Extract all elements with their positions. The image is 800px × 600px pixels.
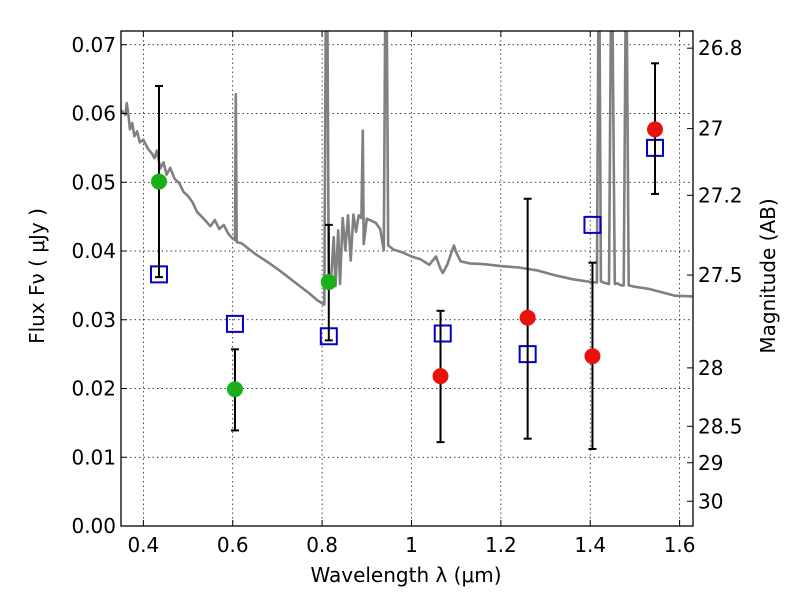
x-axis-label: Wavelength λ (μm) (310, 563, 501, 587)
y-tick-label: 0.07 (71, 33, 116, 57)
grid-lines (121, 31, 693, 526)
right-tick-label: 28 (698, 356, 723, 380)
y-axis-label: Flux Fν ( μJy ) (25, 208, 49, 344)
observed-flux-point (432, 368, 449, 385)
model-photometry-square (583, 215, 602, 234)
x-tick-label: 1.6 (664, 533, 696, 557)
x-tick-label: 1 (405, 533, 418, 557)
y-axis-right-label: Magnitude (AB) (756, 198, 780, 353)
observed-flux-point (150, 173, 167, 190)
right-tick-label: 27 (698, 117, 723, 141)
right-tick-label: 26.8 (698, 36, 743, 60)
observed-flux-point (584, 348, 601, 365)
y-tick-label: 0.04 (71, 239, 116, 263)
y-tick-label: 0.01 (71, 445, 116, 469)
x-tick-label: 0.6 (217, 533, 249, 557)
y-tick-label: 0.03 (71, 308, 116, 332)
y-tick-label: 0.05 (71, 170, 116, 194)
plot-area (121, 31, 693, 450)
x-tick-label: 0.8 (306, 533, 338, 557)
x-tick-label: 0.4 (127, 533, 159, 557)
observed-flux-point (320, 273, 337, 290)
y-tick-label: 0.00 (71, 514, 116, 538)
observed-flux-point (519, 309, 536, 326)
x-tick-label: 1.4 (574, 533, 606, 557)
right-tick-label: 27.5 (698, 263, 743, 287)
right-tick-label: 30 (698, 489, 723, 513)
y-tick-label: 0.02 (71, 377, 116, 401)
plot-frame (120, 30, 694, 527)
model-spectrum-line (121, 31, 693, 306)
right-tick-label: 27.2 (698, 183, 743, 207)
right-tick-label: 28.5 (698, 414, 743, 438)
model-photometry-square (225, 314, 244, 333)
observed-flux-point (647, 121, 664, 138)
model-photometry-square (433, 324, 452, 343)
axis-ticks: 0.4 0.6 0.8 1 1.2 1.4 1.6 0.00 0.01 0.02 0.03 0.04 0… (71, 31, 743, 557)
observed-flux-point (226, 381, 243, 398)
y-tick-label: 0.06 (71, 102, 116, 126)
right-tick-label: 29 (698, 451, 723, 475)
x-tick-label: 1.2 (485, 533, 517, 557)
